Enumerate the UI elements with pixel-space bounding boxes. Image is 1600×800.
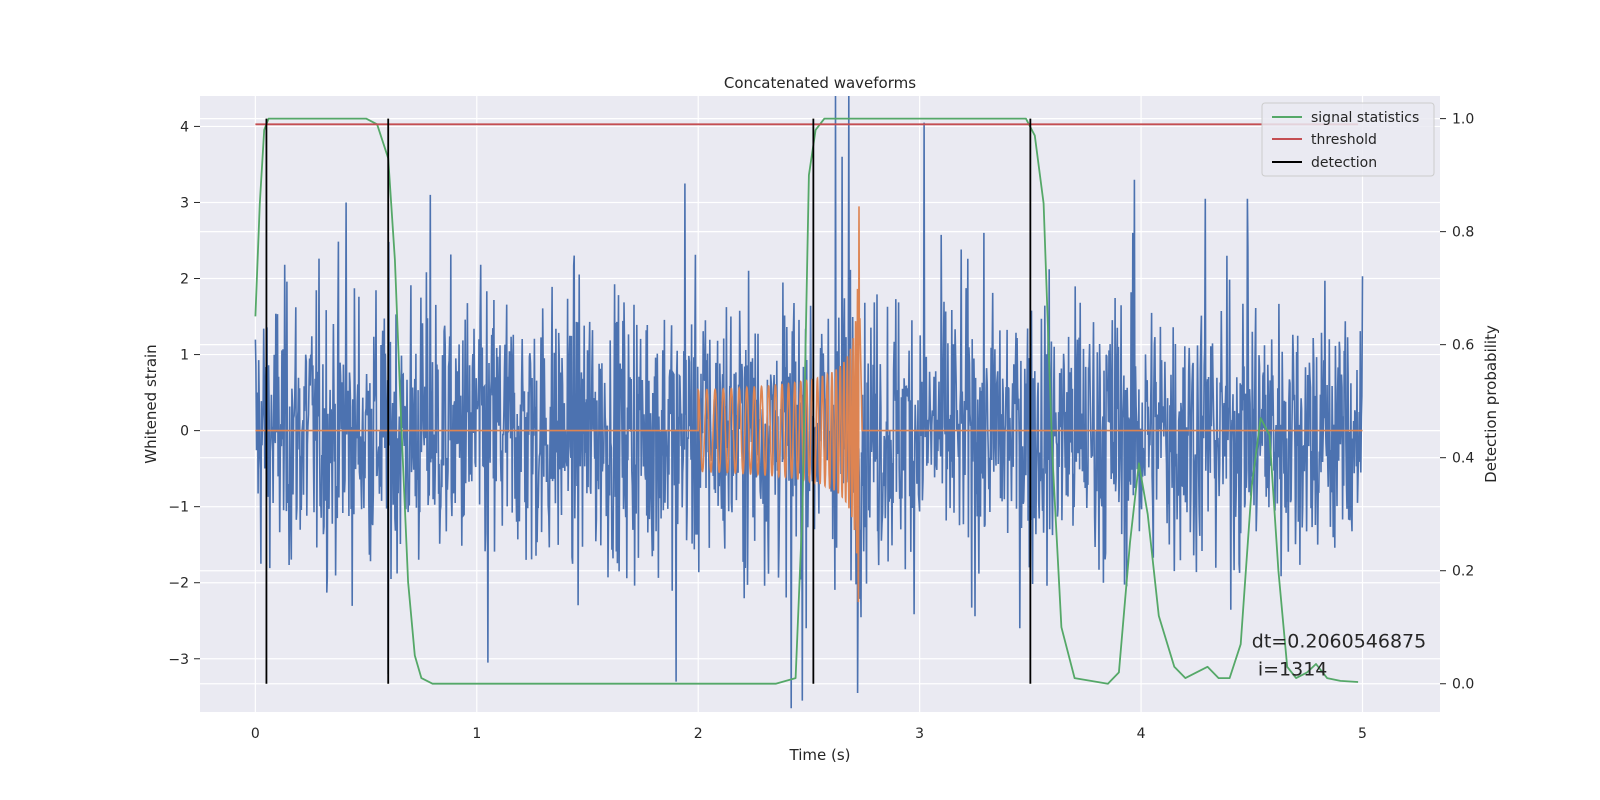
series-signal-statistics — [254, 117, 1359, 685]
legend-frame — [1261, 102, 1435, 177]
y-tick-label: 0 — [180, 424, 189, 440]
y2-axis-label: Detection probability — [1482, 325, 1500, 483]
chirp-line — [255, 206, 1363, 603]
y-axis-label: Whitened strain — [142, 344, 160, 463]
y-tick-label: 2 — [180, 272, 189, 288]
y-tick-label: −3 — [168, 652, 189, 668]
x-tick-label: 0 — [251, 726, 260, 742]
x-tick-label: 4 — [1137, 726, 1146, 742]
y-tick-label: 3 — [180, 195, 189, 211]
legend: signal statistics threshold detection — [1261, 102, 1435, 177]
y2-tick-label: 1.0 — [1452, 112, 1474, 128]
x-tick-label: 5 — [1358, 726, 1367, 742]
annotation-index: i=1314 — [1252, 658, 1328, 680]
series-detection — [265, 118, 1032, 684]
x-axis-label: Time (s) — [789, 746, 851, 764]
y2-tick-label: 0.6 — [1452, 338, 1474, 354]
y2-tick-label: 0.2 — [1452, 564, 1474, 580]
y2-tick-label: 0.0 — [1452, 677, 1474, 693]
chart-title: Concatenated waveforms — [724, 74, 916, 92]
annotation-dt: dt=0.2060546875 — [1252, 630, 1426, 652]
series-layer — [254, 95, 1364, 709]
x-tick-label: 1 — [472, 726, 481, 742]
y-tick-label: 4 — [180, 119, 189, 135]
signal-statistics-line — [254, 117, 1359, 685]
y2-tick-label: 0.4 — [1452, 451, 1474, 467]
legend-label-signal-statistics: signal statistics — [1311, 110, 1419, 126]
axes-layer: 0 1 2 3 4 5 −3 −2 −1 0 1 2 3 4 0.0 0.2 0.4 0.6 0.8 1.0 — [168, 112, 1474, 742]
legend-label-detection: detection — [1311, 155, 1377, 171]
x-tick-label: 2 — [694, 726, 703, 742]
x-tick-label: 3 — [915, 726, 924, 742]
legend-label-threshold: threshold — [1311, 132, 1377, 148]
y-tick-label: −1 — [168, 500, 189, 516]
series-injected-signal — [255, 206, 1363, 603]
y-tick-label: −2 — [168, 576, 189, 592]
y-tick-label: 1 — [180, 348, 189, 364]
y2-tick-label: 0.8 — [1452, 225, 1474, 241]
